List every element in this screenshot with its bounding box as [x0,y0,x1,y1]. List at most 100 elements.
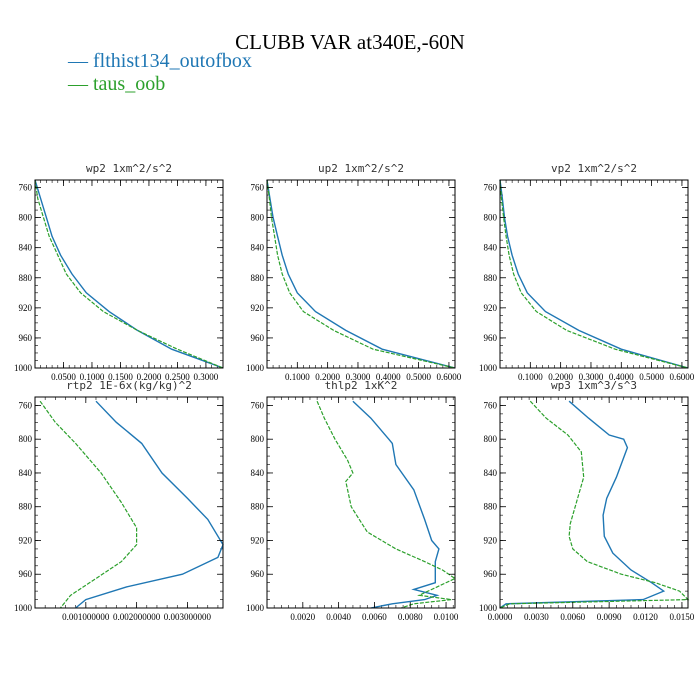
chart-panel-3: vp2 1xm^2/s^2 760 800 840 880 920 960 1000 0.100… [479,162,695,382]
y-tick-label: 760 [484,400,498,410]
series-line-2 [39,400,138,609]
plot-frame [499,179,689,369]
x-tick-label: 0.0500 [51,372,76,382]
x-tick-label: 0.3000 [194,372,219,382]
x-tick-label: 0.0060 [560,612,585,622]
y-tick-label: 960 [19,333,33,343]
y-tick-label: 840 [19,243,33,253]
y-tick-label: 1000 [479,363,498,373]
y-tick-label: 1000 [14,603,33,613]
series-line-1 [34,179,224,369]
panel-title: up2 1xm^2/s^2 [318,162,404,175]
figure-title: CLUBB VAR at340E,-60N [235,30,465,54]
y-tick-label: 800 [484,213,498,223]
legend-entry-series-1: — flthist134_outofbox [68,50,252,73]
x-tick-label: 0.1000 [518,372,543,382]
y-tick-label: 960 [484,569,498,579]
x-tick-label: 0.1000 [80,372,105,382]
y-tick-label: 880 [251,502,265,512]
panel-title: wp2 1xm^2/s^2 [86,162,172,175]
legend-line-icon: — [68,73,93,95]
chart-panel-4: rtp2 1E-6x(kg/kg)^2 760 800 840 880 920 960 100… [14,379,224,622]
y-tick-label: 760 [251,183,265,193]
series-line-2 [266,179,456,369]
x-tick-label: 0.3000 [346,372,371,382]
y-tick-label: 840 [251,243,265,253]
x-tick-label: 0.0090 [597,612,622,622]
y-tick-label: 920 [19,535,33,545]
chart-panel-5: thlp2 1xK^2 760 800 840 880 920 960 1000 0.0020 0… [246,379,459,622]
legend-label: flthist134_outofbox [93,50,252,72]
series-line-1 [499,400,666,609]
y-tick-label: 800 [251,434,265,444]
panel-title: vp2 1xm^2/s^2 [551,162,637,175]
y-tick-label: 880 [19,502,33,512]
x-tick-label: 0.1000 [285,372,310,382]
y-tick-label: 920 [251,535,265,545]
y-tick-label: 840 [251,468,265,478]
panel-title: rtp2 1E-6x(kg/kg)^2 [66,379,192,392]
series-line-1 [499,179,689,369]
x-tick-label: 0.2000 [548,372,573,382]
x-tick-label: 0.0030 [524,612,549,622]
plot-frame [34,396,224,609]
series-line-1 [75,400,224,609]
y-tick-label: 960 [19,569,33,579]
y-tick-label: 1000 [246,603,265,613]
y-tick-label: 1000 [479,603,498,613]
x-tick-label: 0.0150 [670,612,695,622]
x-tick-label: 0.0040 [326,612,351,622]
chart-panel-6: wp3 1xm^3/s^3 760 800 840 880 920 960 10000.000… [479,379,695,622]
x-tick-label: 0.5000 [406,372,431,382]
y-tick-label: 760 [19,183,33,193]
y-tick-label: 960 [251,333,265,343]
y-tick-label: 760 [484,183,498,193]
y-tick-label: 960 [251,569,265,579]
series-line-1 [266,179,456,369]
x-tick-label: 0.5000 [639,372,664,382]
x-tick-label: 0.4000 [376,372,401,382]
series-line-2 [34,179,224,369]
y-tick-label: 880 [19,273,33,283]
x-tick-label: 0.2000 [137,372,162,382]
x-tick-label: 0.0020 [290,612,315,622]
plot-frame [266,396,456,609]
y-tick-label: 920 [19,303,33,313]
plot-frame [266,179,456,369]
y-tick-label: 800 [19,434,33,444]
y-tick-label: 880 [484,273,498,283]
x-tick-label: 0.0080 [398,612,423,622]
x-tick-label: 0.2500 [165,372,190,382]
y-tick-label: 840 [484,243,498,253]
chart-panel-1: wp2 1xm^2/s^2 760 800 840 880 920 960 1000 0.050… [14,162,224,382]
legend-entry-series-2: — taus_oob [68,73,165,96]
series-line-2 [499,179,689,369]
y-tick-label: 880 [484,502,498,512]
x-tick-label: 0.0100 [434,612,459,622]
y-tick-label: 1000 [246,363,265,373]
y-tick-label: 760 [19,400,33,410]
x-tick-label: 0.003000000 [164,612,212,622]
y-tick-label: 920 [251,303,265,313]
legend-label: taus_oob [93,73,166,95]
x-tick-label: 0.1500 [108,372,133,382]
y-tick-label: 800 [19,213,33,223]
series-line-2 [499,400,690,609]
panel-title: wp3 1xm^3/s^3 [551,379,637,392]
y-tick-label: 800 [251,213,265,223]
panel-title: thlp2 1xK^2 [325,379,398,392]
y-tick-label: 920 [484,303,498,313]
x-tick-label: 0.6000 [670,372,695,382]
x-tick-label: 0.6000 [437,372,462,382]
x-tick-label: 0.4000 [609,372,634,382]
x-tick-label: 0.001000000 [62,612,110,622]
x-tick-label: 0.002000000 [113,612,161,622]
y-tick-label: 880 [251,273,265,283]
x-tick-label: 0.0060 [362,612,387,622]
plot-frame [34,179,224,369]
plot-frame [499,396,689,609]
x-tick-label: 0.0000 [488,612,513,622]
series-line-2 [316,400,457,609]
y-tick-label: 800 [484,434,498,444]
